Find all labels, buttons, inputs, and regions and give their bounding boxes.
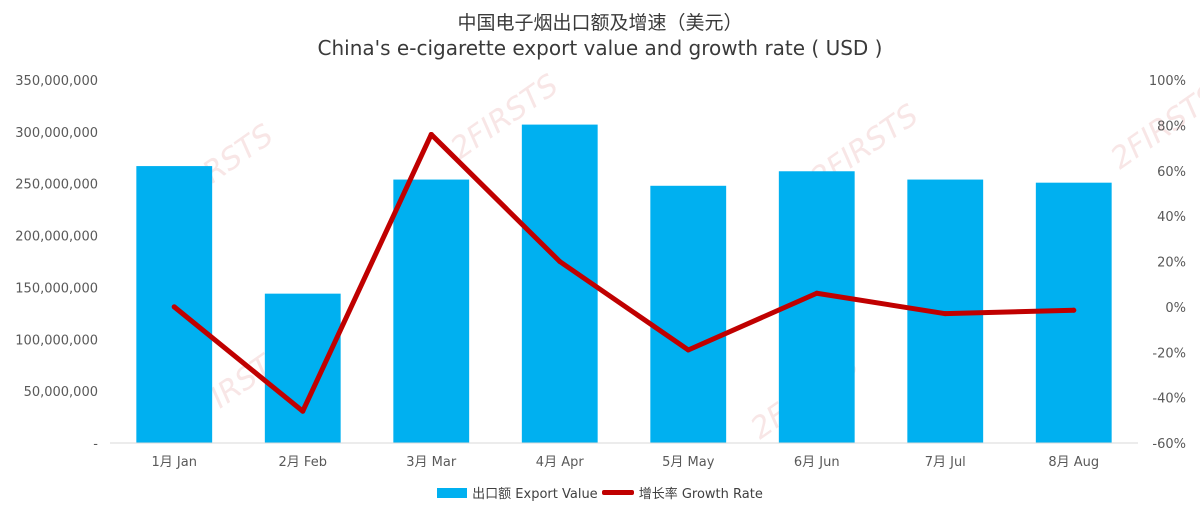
left-axis-tick-label: 100,000,000 — [15, 333, 98, 348]
x-axis-tick-label: 2月 Feb — [279, 455, 327, 470]
x-axis-tick-label: 1月 Jan — [152, 455, 197, 470]
axes: - 50,000,000 100,000,000 150,000,000 200,000… — [15, 74, 1186, 470]
left-axis-tick-label: 150,000,000 — [15, 281, 98, 296]
x-axis-tick-label: 8月 Aug — [1048, 455, 1099, 470]
bar-5 — [650, 185, 727, 443]
legend-item-export-value: 出口额 Export Value — [437, 483, 598, 502]
legend-swatch-line — [601, 490, 634, 495]
legend-item-growth-rate: 增长率 Growth Rate — [601, 483, 763, 502]
left-axis-tick-label: 50,000,000 — [24, 385, 98, 400]
right-axis-tick-label: -20% — [1152, 346, 1186, 361]
bar-4 — [521, 124, 598, 444]
growth-point-7 — [942, 311, 948, 317]
chart-title-chinese: 中国电子烟出口额及增速（美元） — [457, 12, 743, 34]
x-axis-tick-label: 5月 May — [662, 455, 715, 470]
growth-point-2 — [300, 408, 306, 414]
x-axis-tick-label: 4月 Apr — [536, 455, 585, 470]
bar-2 — [264, 293, 341, 443]
line-series — [171, 131, 1077, 414]
growth-point-6 — [814, 290, 820, 296]
growth-point-8 — [1071, 307, 1077, 313]
left-axis-tick-label: 300,000,000 — [15, 126, 98, 141]
growth-rate-line — [171, 131, 1077, 414]
x-axis-tick-label: 6月 Jun — [794, 455, 840, 470]
legend-swatch-bar — [437, 487, 468, 498]
growth-point-4 — [557, 259, 563, 264]
x-axis-tick-label: 7月 Jul — [925, 455, 966, 470]
right-axis-tick-label: 80% — [1157, 119, 1186, 134]
chart-title-english: China's e-cigarette export value and gro… — [317, 36, 883, 60]
growth-point-5 — [685, 347, 691, 353]
left-axis-tick-label: - — [93, 437, 98, 452]
left-axis-tick-label: 250,000,000 — [15, 178, 98, 193]
bar-3 — [393, 179, 470, 443]
growth-point-1 — [171, 304, 177, 310]
growth-point-3 — [428, 131, 434, 137]
right-axis-tick-label: 60% — [1157, 165, 1186, 180]
combo-chart: 2FIRSTS2FIRSTS2FIRSTS2FIRSTS2FIRSTS2FIRS… — [15, 68, 1200, 470]
legend-label-growth-rate: 增长率 Growth Rate — [638, 487, 763, 502]
right-axis-tick-label: -60% — [1152, 437, 1186, 452]
legend: 出口额 Export Value 增长率 Growth Rate — [0, 483, 1200, 502]
right-axis-tick-label: -40% — [1152, 392, 1186, 407]
bar-series — [136, 124, 1112, 444]
right-axis-tick-label: 0% — [1165, 301, 1186, 316]
left-axis-tick-label: 350,000,000 — [15, 74, 98, 89]
right-axis-tick-label: 20% — [1157, 256, 1186, 271]
x-axis-tick-label: 3月 Mar — [406, 455, 457, 470]
legend-label-export-value: 出口额 Export Value — [472, 487, 598, 502]
right-axis-tick-label: 100% — [1149, 74, 1186, 89]
right-axis-tick-label: 40% — [1157, 210, 1186, 225]
left-axis-tick-label: 200,000,000 — [15, 230, 98, 245]
